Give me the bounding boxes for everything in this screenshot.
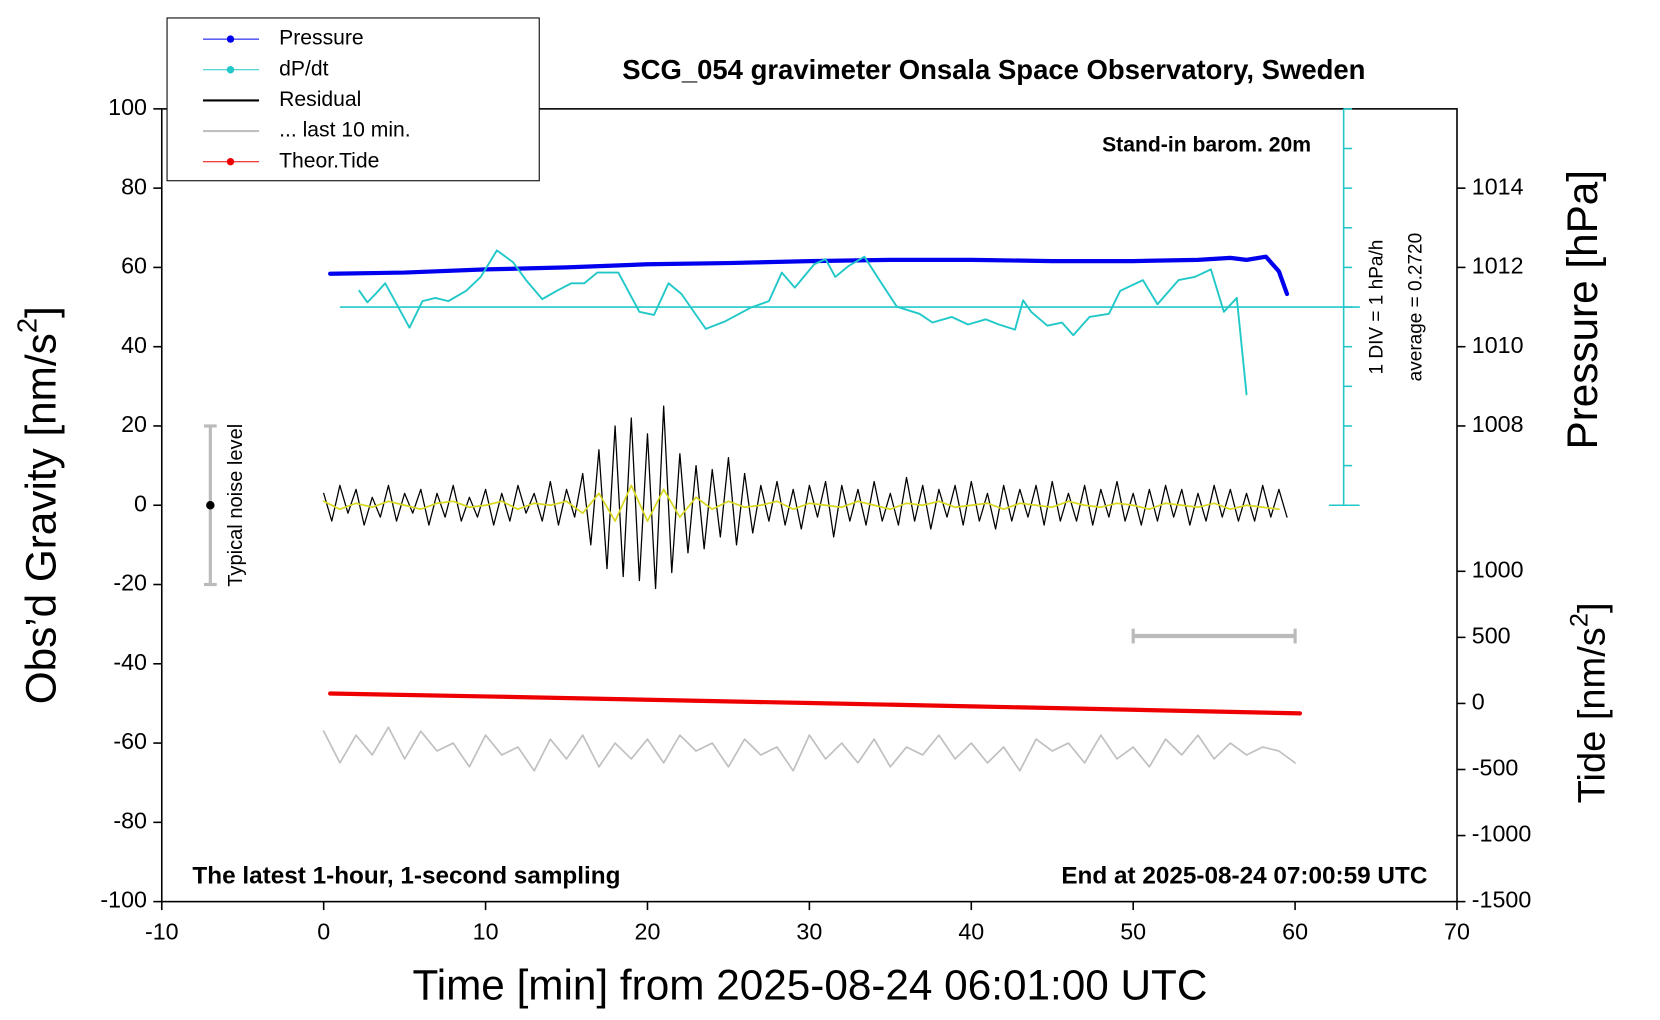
y2-tick-label: 1008 — [1472, 411, 1524, 437]
x-tick-label: 40 — [958, 918, 984, 944]
annotation: Stand-in barom. 20m — [1102, 133, 1311, 156]
x-axis-title: Time [min] from 2025-08-24 06:01:00 UTC — [412, 961, 1207, 1008]
y3-axis-title-sup: 2 — [1565, 613, 1593, 627]
noise-center — [206, 501, 215, 510]
y-tick-label: -80 — [113, 807, 147, 833]
x-tick-label: -10 — [145, 918, 179, 944]
y3-tick-label: 0 — [1472, 689, 1485, 715]
y3-tick-label: 1000 — [1472, 556, 1524, 582]
x-tick-label: 70 — [1444, 918, 1470, 944]
y-axis-title-sup: 2 — [11, 318, 42, 333]
x-tick-label: 10 — [473, 918, 499, 944]
y-axis-title-text: Obs’d Gravity [nm/s — [18, 333, 65, 704]
series-line — [328, 691, 1303, 716]
legend-marker — [226, 66, 235, 74]
y-tick-label: -100 — [100, 887, 147, 913]
y-axis-title: Obs’d Gravity [nm/s2] — [11, 306, 64, 704]
annotation: The latest 1-hour, 1-second sampling — [192, 863, 620, 890]
annotation: End at 2025-08-24 07:00:59 UTC — [1061, 863, 1427, 890]
y2-axis-title: Pressure [hPa] — [1559, 170, 1606, 450]
noise-label: Typical noise level — [225, 424, 247, 587]
legend: Pressure dP/dt Residual ... last 10 min. The… — [166, 17, 540, 182]
dpdt-average-label: average = 0.2720 — [1406, 233, 1427, 382]
y3-tick-label: 500 — [1472, 623, 1511, 649]
y-tick-label: 100 — [108, 94, 147, 120]
legend-label: dP/dt — [279, 57, 328, 80]
y-tick-label: -40 — [113, 649, 147, 675]
x-tick-label: 0 — [317, 918, 330, 944]
y-axis-title-end: ] — [18, 306, 65, 318]
chart-title: SCG_054 gravimeter Onsala Space Observat… — [622, 54, 1365, 85]
y3-tick-label: -1000 — [1472, 821, 1532, 847]
y3-tick-label: -500 — [1472, 755, 1519, 781]
legend-label: Pressure — [279, 27, 364, 50]
y3-tick-label: -1500 — [1472, 887, 1532, 913]
legend-label: Theor.Tide — [279, 149, 379, 172]
x-tick-label: 30 — [796, 918, 822, 944]
y-tick-label: 80 — [121, 173, 147, 199]
legend-marker — [226, 35, 235, 43]
y-tick-label: -60 — [113, 728, 147, 754]
series-line — [322, 726, 1296, 772]
dpdt-div-label: 1 DIV = 1 hPa/h — [1367, 240, 1388, 375]
y2-tick-label: 1010 — [1472, 332, 1524, 358]
y3-axis-title: Tide [nm/s2] — [1565, 602, 1613, 803]
series-line — [322, 484, 1280, 522]
series-line — [328, 254, 1290, 297]
y3-axis-title-end: ] — [1571, 602, 1613, 613]
y-tick-label: 0 — [134, 490, 147, 516]
legend-marker — [226, 158, 235, 166]
series-line — [323, 405, 1288, 590]
y-tick-label: -20 — [113, 570, 147, 596]
y2-tick-label: 1014 — [1472, 173, 1524, 199]
legend-label: ... last 10 min. — [279, 119, 411, 142]
y3-axis-title-text: Tide [nm/s — [1571, 627, 1613, 803]
y-tick-label: 40 — [121, 332, 147, 358]
x-tick-label: 50 — [1120, 918, 1146, 944]
legend-label: Residual — [279, 88, 361, 111]
plot-frame — [160, 108, 1458, 903]
series-line — [358, 249, 1248, 396]
x-tick-label: 60 — [1282, 918, 1308, 944]
y-tick-label: 20 — [121, 411, 147, 437]
y2-tick-label: 1012 — [1472, 253, 1524, 279]
x-tick-label: 20 — [635, 918, 661, 944]
y-tick-label: 60 — [121, 253, 147, 279]
